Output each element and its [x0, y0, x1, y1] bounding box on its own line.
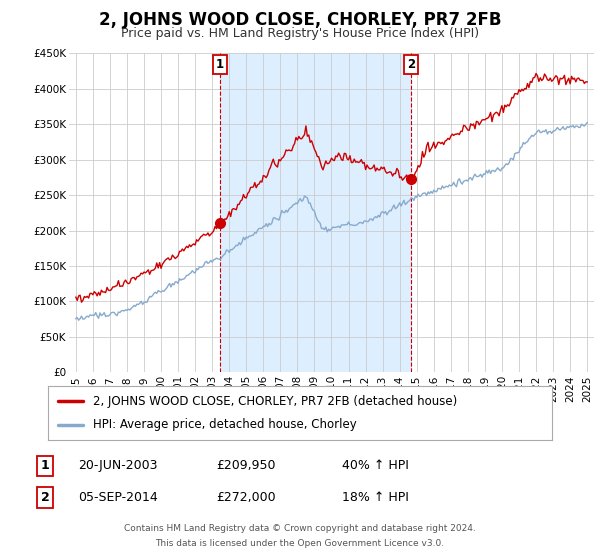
Text: Price paid vs. HM Land Registry's House Price Index (HPI): Price paid vs. HM Land Registry's House … [121, 27, 479, 40]
Text: 2: 2 [407, 58, 415, 71]
Text: £209,950: £209,950 [216, 459, 275, 473]
Text: 40% ↑ HPI: 40% ↑ HPI [342, 459, 409, 473]
Text: 1: 1 [216, 58, 224, 71]
Text: 20-JUN-2003: 20-JUN-2003 [78, 459, 157, 473]
Text: £272,000: £272,000 [216, 491, 275, 504]
Text: 1: 1 [41, 459, 49, 473]
Text: 2, JOHNS WOOD CLOSE, CHORLEY, PR7 2FB (detached house): 2, JOHNS WOOD CLOSE, CHORLEY, PR7 2FB (d… [94, 395, 458, 408]
Text: 18% ↑ HPI: 18% ↑ HPI [342, 491, 409, 504]
Text: Contains HM Land Registry data © Crown copyright and database right 2024.: Contains HM Land Registry data © Crown c… [124, 524, 476, 533]
Text: 05-SEP-2014: 05-SEP-2014 [78, 491, 158, 504]
Text: 2: 2 [41, 491, 49, 504]
Text: 2, JOHNS WOOD CLOSE, CHORLEY, PR7 2FB: 2, JOHNS WOOD CLOSE, CHORLEY, PR7 2FB [99, 11, 501, 29]
Text: This data is licensed under the Open Government Licence v3.0.: This data is licensed under the Open Gov… [155, 539, 445, 548]
Text: HPI: Average price, detached house, Chorley: HPI: Average price, detached house, Chor… [94, 418, 357, 431]
Bar [220, 53, 411, 372]
